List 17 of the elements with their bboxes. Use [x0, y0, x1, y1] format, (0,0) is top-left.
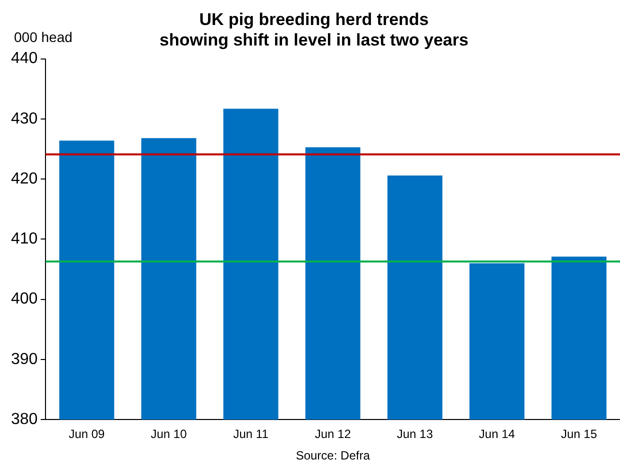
y-tick-label: 420: [10, 170, 38, 188]
x-tick-label: Jun 13: [396, 427, 434, 442]
chart-title: UK pig breeding herd trends showing shift in level in last two years: [160, 10, 468, 50]
y-tick-label: 410: [10, 230, 38, 248]
x-tick-label: Jun 09: [68, 427, 106, 442]
x-tick-label: Jun 12: [314, 427, 352, 442]
source-note: Source: Defra: [296, 448, 370, 462]
y-tick-label: 440: [10, 50, 38, 68]
x-tick-label: Jun 10: [150, 427, 188, 442]
y-tick-label: 430: [10, 110, 38, 128]
x-tick-label: Jun 14: [478, 427, 516, 442]
y-tick-label: 400: [10, 290, 38, 308]
y-tick-label: 390: [10, 350, 38, 368]
x-tick-label: Jun 15: [560, 427, 598, 442]
x-tick-label: Jun 11: [233, 427, 269, 442]
y-axis-title: 000 head: [14, 28, 72, 45]
y-tick-label: 380: [10, 411, 38, 428]
